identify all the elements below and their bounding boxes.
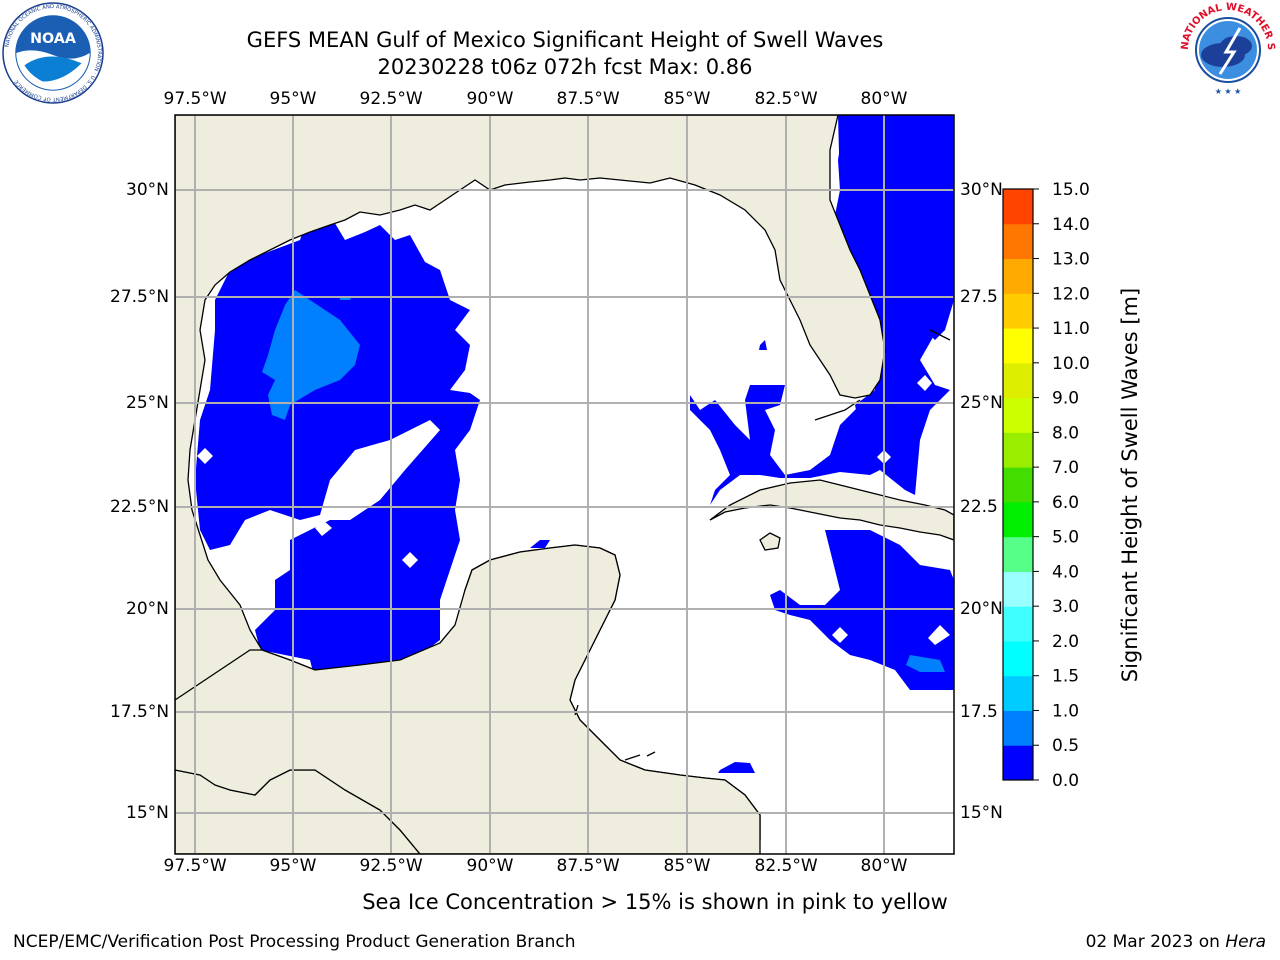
lon-tick-top: 82.5°W (754, 89, 818, 109)
colorbar-segment (1003, 432, 1033, 468)
lat-tick-right: 25°N (960, 393, 1003, 413)
nws-logo: NATIONAL WEATHER SERVICE ★ ★ ★ (1178, 0, 1276, 98)
colorbar-segment (1003, 745, 1033, 781)
footer-producer: NCEP/EMC/Verification Post Processing Pr… (13, 932, 576, 952)
lon-tick-top: 95°W (269, 89, 317, 109)
forecast-info: 20230228 t06z 072h fcst Max: 0.86 (377, 55, 753, 79)
lat-tick-left: 27.5°N (110, 287, 170, 307)
lon-tick-top: 87.5°W (556, 89, 620, 109)
lat-tick-right: 22.5 (960, 497, 998, 517)
colorbar-tick-label: 3.0 (1052, 597, 1079, 617)
noaa-logo-text: NOAA (30, 31, 76, 47)
colorbar-tick-label: 0.5 (1052, 736, 1079, 756)
colorbar-segment (1003, 258, 1033, 294)
lat-tick-left: 22.5°N (110, 497, 170, 517)
graticule (175, 115, 954, 854)
colorbar-tick-label: 6.0 (1052, 493, 1079, 513)
colorbar-segment (1003, 362, 1033, 399)
colorbar: 0.0 0.5 1.0 1.5 2.0 3.0 4.0 5.0 6.0 7.0 8.0 9.0 10.0… (1002, 180, 1090, 791)
colorbar-segment (1003, 710, 1033, 746)
colorbar-segment (1003, 571, 1033, 607)
colorbar-segment (1003, 640, 1033, 677)
lat-tick-right: 27.5 (960, 287, 998, 307)
colorbar-segment (1003, 189, 1033, 225)
colorbar-tick-label: 14.0 (1052, 215, 1090, 235)
lon-tick-bottom: 80°W (860, 856, 908, 876)
colorbar-tick-label: 15.0 (1052, 180, 1090, 200)
lat-tick-right: 30°N (960, 180, 1003, 200)
colorbar-segment (1003, 223, 1033, 260)
colorbar-segment (1003, 501, 1033, 538)
colorbar-tick-label: 1.5 (1052, 667, 1079, 687)
colorbar-tick-label: 0.0 (1052, 771, 1079, 791)
lat-tick-left: 25°N (126, 393, 169, 413)
lon-tick-top: 80°W (860, 89, 908, 109)
footer-date: 02 Mar 2023 on Hera (1086, 932, 1266, 952)
colorbar-tick-label: 1.0 (1052, 701, 1079, 721)
footer-date-text: 02 Mar 2023 on (1085, 932, 1226, 952)
colorbar-tick-label: 13.0 (1052, 250, 1090, 270)
colorbar-tick-label: 9.0 (1052, 389, 1079, 409)
colorbar-tick-label: 4.0 (1052, 562, 1079, 582)
map-frame (174, 114, 955, 855)
lon-tick-top: 92.5°W (359, 89, 423, 109)
colorbar-segment (1003, 606, 1033, 642)
lat-tick-left: 17.5°N (110, 702, 170, 722)
lon-tick-bottom: 87.5°W (556, 856, 620, 876)
colorbar-segment (1003, 536, 1033, 572)
lon-tick-top: 85°W (663, 89, 711, 109)
svg-text:★ ★ ★: ★ ★ ★ (1215, 87, 1242, 96)
footer-machine: Hera (1225, 932, 1266, 952)
lon-tick-bottom: 92.5°W (359, 856, 423, 876)
lat-tick-right: 17.5 (960, 702, 998, 722)
colorbar-label: Significant Height of Swell Waves [m] (1118, 287, 1142, 683)
chart-title: GEFS MEAN Gulf of Mexico Significant Hei… (246, 28, 884, 52)
colorbar-segment (1003, 467, 1033, 503)
lat-tick-right: 20°N (960, 599, 1003, 619)
lat-tick-left: 15°N (126, 803, 169, 823)
lon-tick-bottom: 95°W (269, 856, 317, 876)
lat-tick-left: 20°N (126, 599, 169, 619)
lon-tick-bottom: 82.5°W (754, 856, 818, 876)
land (175, 115, 954, 854)
lat-tick-right: 15°N (960, 803, 1003, 823)
colorbar-segment (1003, 397, 1033, 433)
colorbar-tick-label: 7.0 (1052, 458, 1079, 478)
colorbar-segment (1003, 293, 1033, 329)
noaa-logo: NOAA NATIONAL OCEANIC AND ATMOSPHERIC AD… (2, 2, 104, 104)
colorbar-tick-label: 11.0 (1052, 319, 1090, 339)
colorbar-tick-label: 8.0 (1052, 423, 1079, 443)
lon-tick-top: 90°W (466, 89, 514, 109)
lon-tick-bottom: 90°W (466, 856, 514, 876)
colorbar-frame (1002, 188, 1034, 781)
colorbar-tick-label: 12.0 (1052, 284, 1090, 304)
colorbar-tick-label: 5.0 (1052, 528, 1079, 548)
colorbar-tick-label: 2.0 (1052, 632, 1079, 652)
lon-tick-top: 97.5°W (163, 89, 227, 109)
lat-tick-left: 30°N (126, 180, 169, 200)
colorbar-segment (1003, 328, 1033, 364)
colorbar-tick-label: 10.0 (1052, 354, 1090, 374)
colorbar-segment (1003, 675, 1033, 711)
lon-tick-bottom: 97.5°W (163, 856, 227, 876)
lon-tick-bottom: 85°W (663, 856, 711, 876)
sea-ice-note: Sea Ice Concentration > 15% is shown in … (362, 890, 948, 914)
